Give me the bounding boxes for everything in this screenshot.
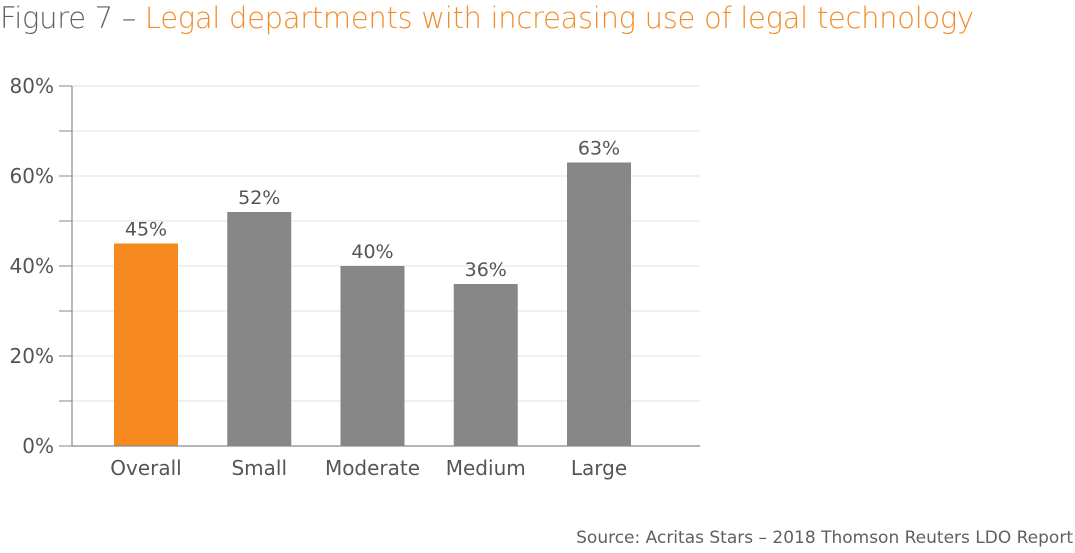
bar-small [227, 212, 292, 446]
y-tick-label: 0% [22, 434, 54, 458]
value-label: 36% [465, 259, 507, 281]
category-label: Small [231, 456, 287, 480]
bar-overall [114, 243, 178, 446]
value-label: 52% [238, 187, 280, 209]
title-text: Legal departments with increasing use of… [144, 1, 974, 35]
y-tick-label: 20% [10, 344, 54, 368]
source-note: Source: Acritas Stars – 2018 Thomson Reu… [576, 528, 1073, 548]
figure-label: Figure 7 – [0, 1, 145, 35]
bar-medium [453, 284, 518, 446]
value-label: 40% [351, 241, 393, 263]
category-label: Overall [110, 456, 181, 480]
y-tick-label: 40% [10, 254, 54, 278]
chart-title: Figure 7 – Legal departments with increa… [0, 0, 974, 36]
value-label: 63% [578, 138, 620, 160]
category-label: Large [571, 456, 627, 480]
value-label: 45% [125, 219, 167, 241]
bar-moderate [340, 266, 405, 446]
bar-large [567, 162, 631, 446]
y-tick-label: 80% [10, 74, 54, 98]
category-label: Medium [446, 456, 526, 480]
y-tick-label: 60% [10, 164, 54, 188]
category-label: Moderate [325, 456, 420, 480]
